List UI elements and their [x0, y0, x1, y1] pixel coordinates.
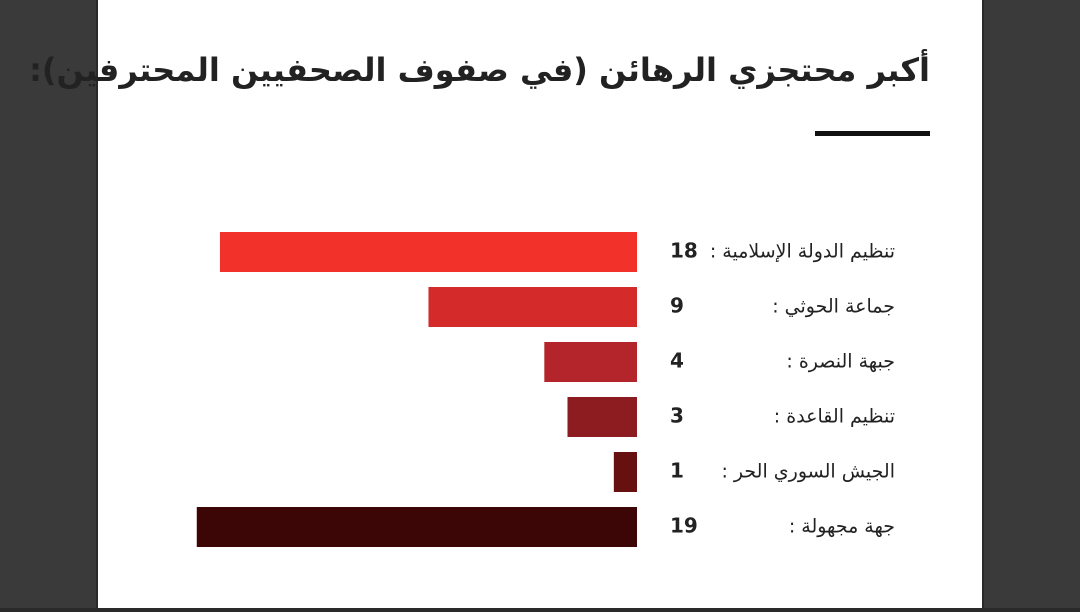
title-underline [815, 131, 930, 136]
value-label: 9 [670, 294, 684, 318]
category-label: جماعة الحوثي : [772, 296, 895, 318]
bar [428, 287, 637, 327]
bar [613, 452, 637, 492]
bar [567, 397, 637, 437]
category-label: جبهة النصرة : [786, 351, 895, 373]
chart-title: أكبر محتجزي الرهائن (في صفوف الصحفيين ال… [29, 49, 930, 89]
value-label: 19 [670, 514, 698, 538]
bar [544, 342, 637, 382]
right-frame [984, 0, 1080, 608]
left-frame [0, 0, 96, 608]
value-label: 1 [670, 459, 684, 483]
category-label: تنظيم الدولة الإسلامية : [710, 241, 895, 263]
bar [196, 507, 637, 547]
category-label: جهة مجهولة : [789, 516, 895, 538]
value-label: 4 [670, 349, 684, 373]
category-label: تنظيم القاعدة : [774, 406, 895, 428]
category-label: الجيش السوري الحر : [721, 461, 895, 483]
value-label: 18 [670, 239, 698, 263]
bar [219, 232, 637, 272]
value-label: 3 [670, 404, 684, 428]
